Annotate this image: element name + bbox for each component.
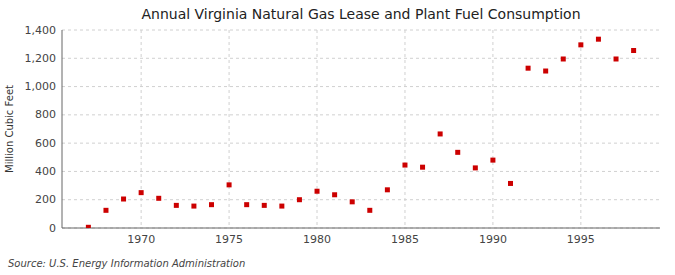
- point: [315, 189, 320, 194]
- x-tick-label: 1985: [391, 233, 419, 246]
- y-axis-label: Million Cubic Feet: [4, 85, 15, 173]
- point: [402, 163, 407, 168]
- chart: 0 200 400 600 800 1,000 1,200 1,400 1970 1975 1980…: [0, 0, 675, 275]
- x-grid-line: [492, 30, 493, 228]
- points: [86, 37, 636, 228]
- point: [561, 56, 566, 61]
- x-tick-label: 1970: [127, 233, 155, 246]
- point: [490, 158, 495, 163]
- point: [543, 69, 548, 74]
- source-note: Source: U.S. Energy Information Administ…: [8, 258, 245, 269]
- point: [279, 204, 284, 209]
- point: [473, 165, 478, 170]
- y-tick-label: 600: [35, 137, 56, 150]
- y-grid-line: [62, 86, 660, 87]
- y-tick-label: 400: [35, 165, 56, 178]
- x-grid-line: [141, 30, 142, 228]
- point: [596, 37, 601, 42]
- y-grid-line: [62, 171, 660, 172]
- y-tick-label: 1,000: [25, 80, 57, 93]
- x-grid-line: [580, 30, 581, 228]
- x-tick-label: 1990: [479, 233, 507, 246]
- y-tick-label: 800: [35, 108, 56, 121]
- point: [420, 165, 425, 170]
- x-tick-label: 1975: [215, 233, 243, 246]
- point: [385, 187, 390, 192]
- point: [86, 225, 91, 228]
- y-tick-label: 1,200: [25, 52, 57, 65]
- point: [614, 56, 619, 61]
- y-grid-line: [62, 143, 660, 144]
- y-grid-line: [62, 228, 660, 229]
- point: [244, 202, 249, 207]
- y-grid-line: [62, 114, 660, 115]
- title: Annual Virginia Natural Gas Lease and Pl…: [141, 6, 580, 22]
- point: [578, 42, 583, 47]
- x-tick-label: 1980: [303, 233, 331, 246]
- x-grid-line: [404, 30, 405, 228]
- y-grid-line: [62, 199, 660, 200]
- point: [367, 208, 372, 213]
- y-tick-label: 200: [35, 193, 56, 206]
- point: [455, 150, 460, 155]
- grid: [62, 30, 660, 228]
- point: [332, 192, 337, 197]
- x-grid-line: [317, 30, 318, 228]
- point: [508, 181, 513, 186]
- x-tick-label: 1995: [567, 233, 595, 246]
- y-grid-line: [62, 58, 660, 59]
- point: [438, 131, 443, 136]
- point: [103, 208, 108, 213]
- point: [191, 204, 196, 209]
- point: [526, 66, 531, 71]
- point: [297, 197, 302, 202]
- y-tick-label: 0: [49, 222, 56, 235]
- point: [350, 199, 355, 204]
- point: [262, 203, 267, 208]
- y-axis-line: [62, 30, 63, 228]
- point: [139, 190, 144, 195]
- point: [631, 48, 636, 53]
- y-tick-label: 1,400: [25, 24, 57, 37]
- point: [174, 203, 179, 208]
- point: [121, 197, 126, 202]
- point: [156, 196, 161, 201]
- x-grid-line: [229, 30, 230, 228]
- tick-labels: 0 200 400 600 800 1,000 1,200 1,400 1970 1975 1980…: [25, 24, 595, 247]
- point: [227, 182, 232, 187]
- point: [209, 202, 214, 207]
- y-grid-line: [62, 30, 660, 31]
- x-axis-line: [62, 228, 660, 229]
